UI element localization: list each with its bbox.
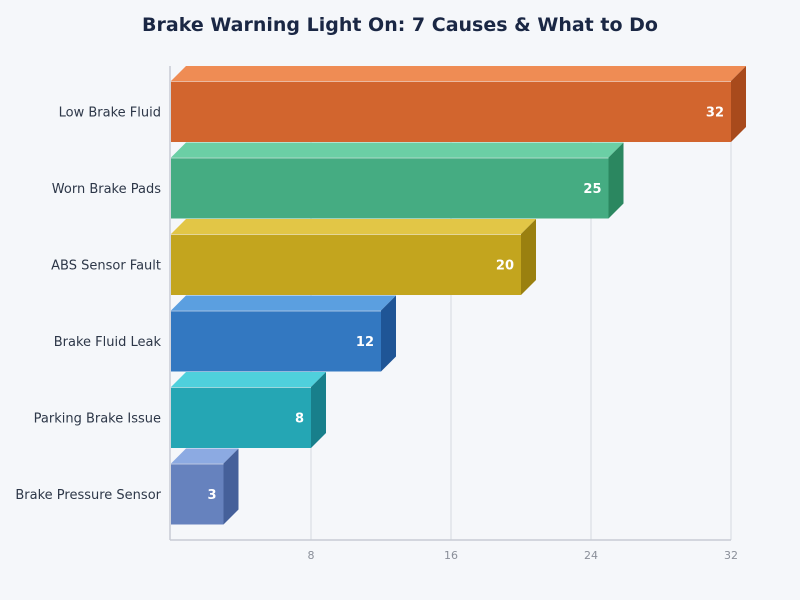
- bar-front-face: [171, 234, 521, 295]
- bar-front-face: [171, 157, 609, 219]
- bar-top-face: [171, 295, 396, 311]
- x-tick-label: 8: [308, 549, 315, 562]
- bar-top-face: [171, 448, 239, 464]
- category-label: Parking Brake Issue: [34, 412, 161, 427]
- category-label: Low Brake Fluid: [59, 106, 161, 121]
- category-label: Brake Pressure Sensor: [15, 488, 161, 503]
- bar-value-label: 12: [356, 335, 374, 350]
- bar-side-face: [311, 372, 326, 448]
- bar-side-face: [521, 219, 536, 295]
- bar-value-label: 3: [207, 488, 216, 503]
- category-label: ABS Sensor Fault: [51, 259, 161, 274]
- bar-side-face: [381, 295, 396, 372]
- x-tick-label: 24: [584, 549, 598, 562]
- bar-side-face: [731, 66, 746, 142]
- bar-front-face: [171, 387, 311, 448]
- bar-front-face: [171, 310, 381, 372]
- category-label: Worn Brake Pads: [52, 182, 161, 197]
- bar-top-face: [171, 66, 746, 81]
- x-tick-label: 16: [444, 549, 458, 562]
- bar-side-face: [223, 448, 239, 525]
- bar-top-face: [171, 219, 536, 234]
- bar-value-label: 32: [706, 106, 724, 121]
- chart-title: Brake Warning Light On: 7 Causes & What …: [142, 14, 658, 36]
- bar-side-face: [608, 142, 624, 219]
- bar-value-label: 25: [583, 182, 601, 197]
- bar-front-face: [171, 463, 224, 525]
- bar-top-face: [171, 142, 624, 158]
- x-tick-label: 32: [724, 549, 738, 562]
- category-label: Brake Fluid Leak: [54, 335, 162, 350]
- bar-value-label: 20: [496, 259, 514, 274]
- bar-front-face: [171, 81, 731, 142]
- bar-top-face: [171, 372, 326, 387]
- bar-value-label: 8: [295, 412, 304, 427]
